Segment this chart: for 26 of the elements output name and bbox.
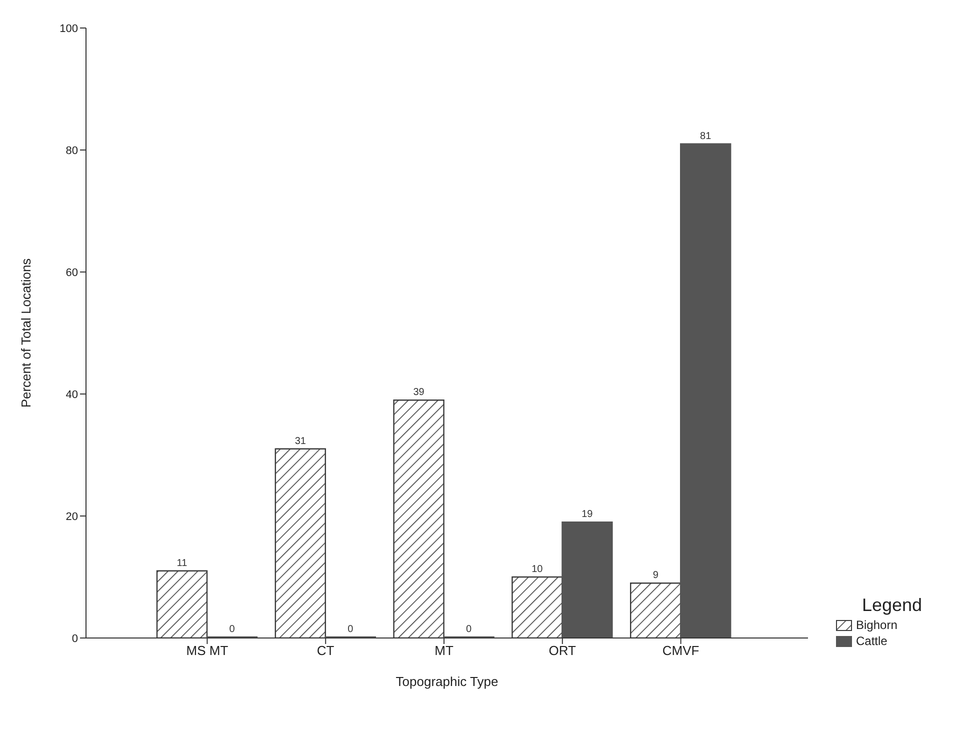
x-tick-label: ORT [548, 643, 576, 658]
data-label: 81 [700, 130, 712, 142]
y-tick-label: 20 [66, 510, 78, 523]
legend-title: Legend [860, 595, 924, 616]
data-label: 19 [582, 509, 594, 520]
data-label: 0 [466, 624, 472, 635]
data-label: 10 [532, 564, 544, 575]
data-label: 31 [294, 436, 306, 447]
y-tick-label: 40 [66, 388, 78, 401]
data-label: 9 [652, 570, 659, 582]
legend-label: Cattle [856, 634, 888, 648]
data-label: 39 [413, 387, 425, 398]
y-tick-label: 0 [72, 632, 78, 645]
x-tick-label: MS MT [186, 643, 228, 658]
x-axis-title: Topographic Type [396, 674, 498, 689]
data-label: 0 [348, 624, 354, 635]
legend-label: Bighorn [856, 618, 898, 632]
data-label: 0 [229, 624, 236, 635]
y-axis-title: Percent of Total Locations [18, 258, 34, 408]
y-tick-label: 80 [66, 144, 78, 157]
x-tick-label: CMVF [662, 643, 700, 658]
y-tick-label: 100 [60, 22, 78, 35]
y-tick-label: 60 [66, 266, 78, 279]
x-tick-label: CT [316, 643, 334, 658]
data-label: 11 [176, 558, 188, 569]
x-tick-label: MT [434, 643, 454, 658]
